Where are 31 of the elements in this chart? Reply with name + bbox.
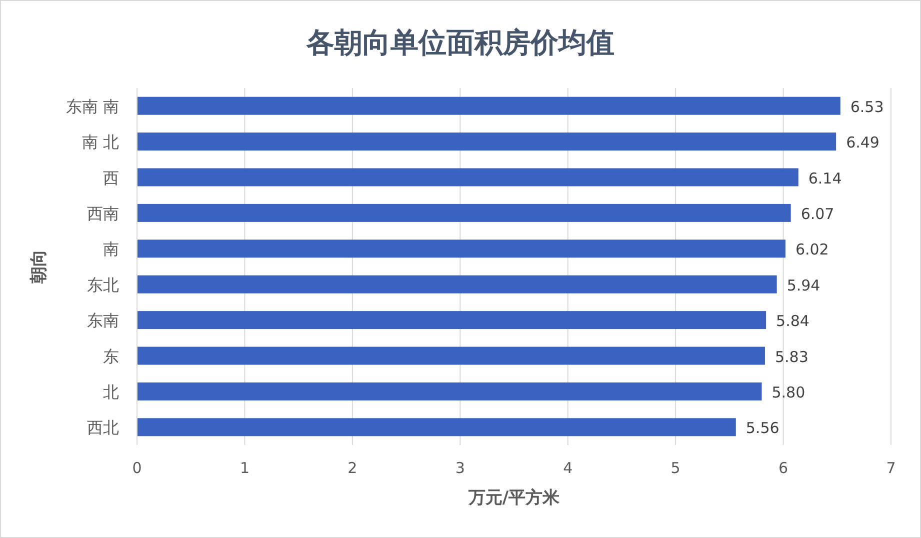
x-tick-label: 3 — [455, 459, 465, 477]
y-tick-label: 南 北 — [82, 132, 119, 152]
y-tick-label: 东北 — [87, 275, 119, 294]
data-label: 6.07 — [800, 204, 834, 223]
ylabel: 朝向 — [29, 250, 49, 284]
data-label: 5.83 — [774, 348, 808, 366]
x-tick-label: 5 — [670, 459, 680, 477]
x-tick-label: 0 — [132, 459, 142, 477]
y-tick-label: 北 — [103, 382, 119, 402]
x-tick-label: 7 — [886, 459, 896, 477]
data-label: 5.84 — [776, 312, 810, 330]
x-tick-label: 2 — [348, 459, 358, 477]
data-label: 6.53 — [850, 98, 884, 116]
y-tick-label: 西 — [103, 168, 119, 188]
x-tick-label: 6 — [778, 459, 788, 477]
data-label: 5.80 — [772, 383, 806, 402]
y-tick-label: 东 — [103, 346, 119, 366]
y-tick-label: 东南 南 — [66, 96, 119, 116]
xlabel: 万元/平方米 — [468, 488, 560, 508]
y-tick-label: 东南 — [87, 311, 119, 330]
data-label: 5.56 — [746, 419, 780, 438]
x-tick-label: 4 — [563, 459, 573, 477]
data-label: 6.49 — [846, 134, 880, 152]
data-label: 6.14 — [808, 169, 842, 188]
y-tick-label: 南 — [103, 240, 119, 259]
x-tick-label: 1 — [240, 459, 250, 477]
y-tick-label: 西北 — [87, 418, 119, 438]
y-tick-label: 西南 — [87, 204, 119, 223]
title: 各朝向单位面积房价均值 — [306, 26, 614, 59]
data-label: 6.02 — [795, 240, 829, 259]
data-label: 5.94 — [786, 276, 820, 294]
